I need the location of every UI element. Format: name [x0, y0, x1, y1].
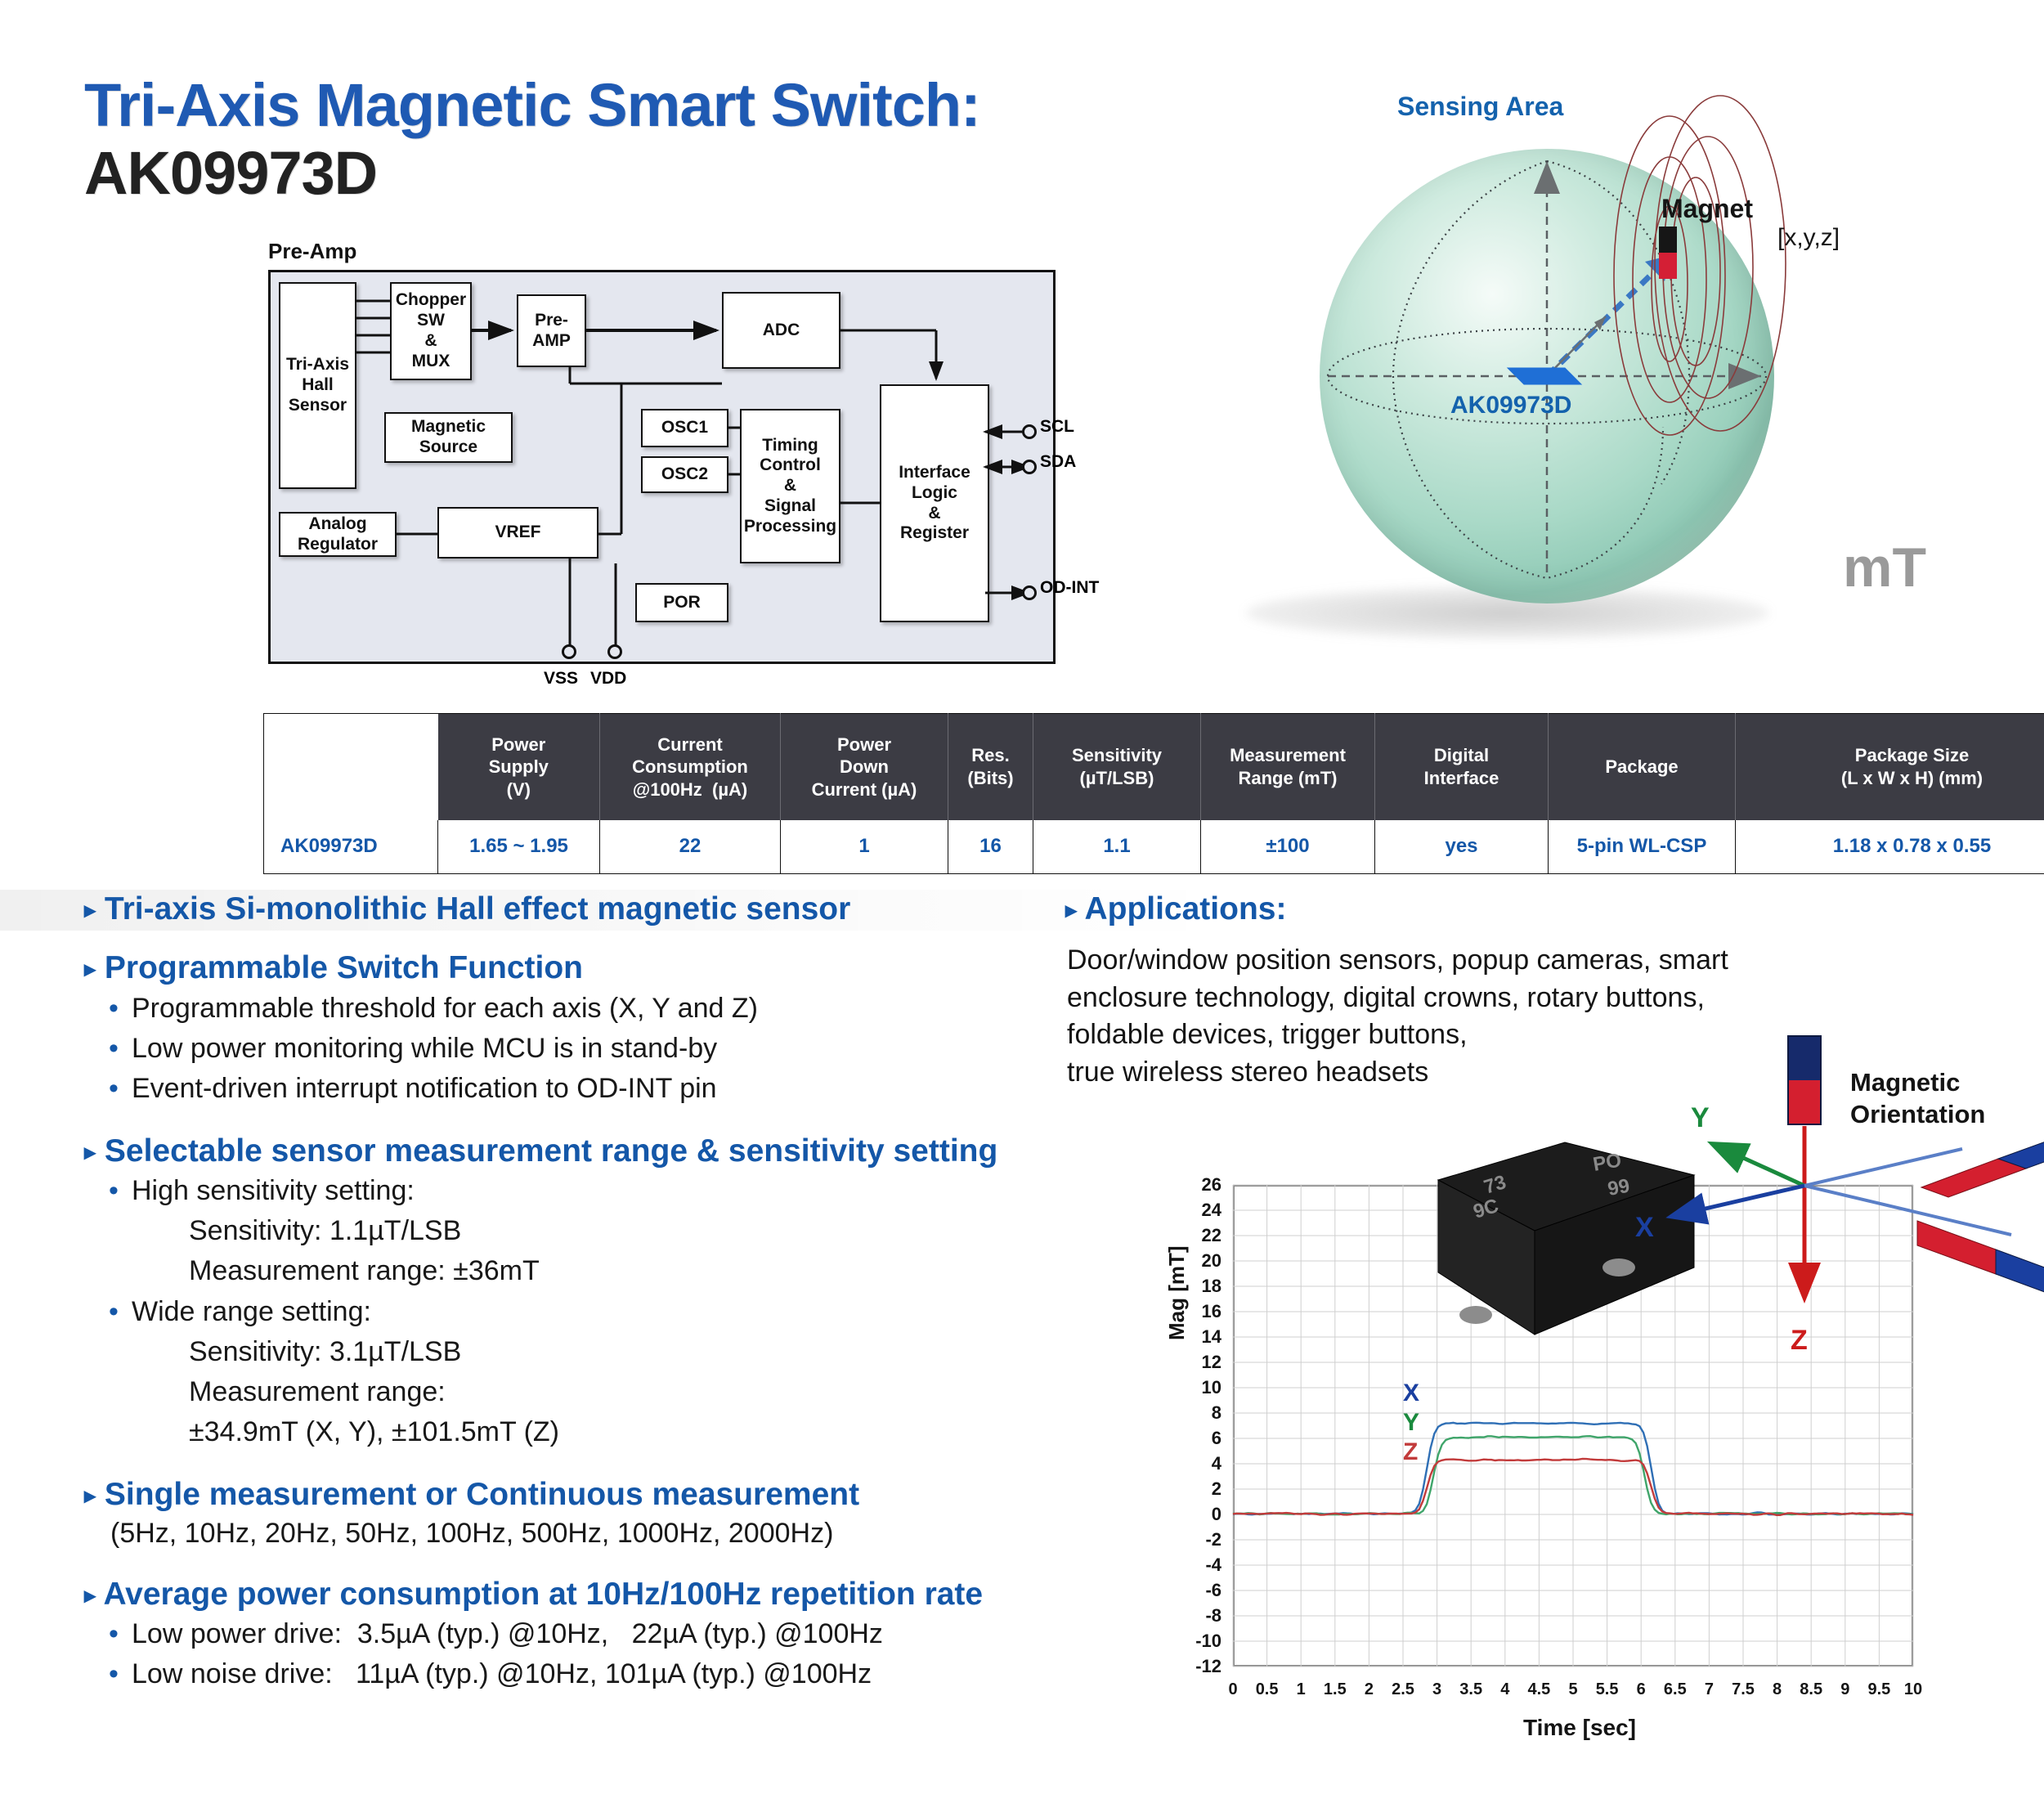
svg-text:9.5: 9.5: [1867, 1680, 1890, 1698]
svg-text:16: 16: [1202, 1301, 1221, 1321]
svg-text:3: 3: [1432, 1680, 1441, 1698]
svg-text:-10: -10: [1195, 1631, 1221, 1651]
svg-text:0: 0: [1212, 1504, 1221, 1524]
svg-text:6.5: 6.5: [1664, 1680, 1687, 1698]
svg-text:9: 9: [1840, 1680, 1849, 1698]
svg-text:5.5: 5.5: [1596, 1680, 1619, 1698]
svg-text:0.5: 0.5: [1256, 1680, 1279, 1698]
svg-text:-8: -8: [1205, 1605, 1221, 1626]
svg-text:X: X: [1635, 1212, 1654, 1243]
svg-text:10: 10: [1202, 1377, 1221, 1398]
svg-text:5: 5: [1568, 1680, 1577, 1698]
svg-text:8.5: 8.5: [1800, 1680, 1822, 1698]
svg-text:2.5: 2.5: [1392, 1680, 1414, 1698]
svg-text:22: 22: [1202, 1225, 1221, 1245]
svg-text:20: 20: [1202, 1250, 1221, 1271]
svg-text:8: 8: [1212, 1402, 1221, 1423]
svg-text:7: 7: [1705, 1680, 1714, 1698]
svg-text:26: 26: [1202, 1174, 1221, 1195]
svg-text:2: 2: [1212, 1478, 1221, 1499]
svg-text:10: 10: [1904, 1680, 1922, 1698]
svg-text:4: 4: [1212, 1453, 1222, 1474]
svg-text:0: 0: [1228, 1680, 1237, 1698]
svg-text:Z: Z: [1791, 1325, 1808, 1356]
svg-text:-12: -12: [1195, 1656, 1221, 1676]
svg-text:12: 12: [1202, 1352, 1221, 1372]
svg-text:2: 2: [1365, 1680, 1374, 1698]
svg-text:14: 14: [1202, 1326, 1222, 1347]
svg-text:-6: -6: [1205, 1580, 1221, 1600]
svg-text:8: 8: [1773, 1680, 1782, 1698]
svg-text:99: 99: [1606, 1175, 1631, 1200]
svg-text:6: 6: [1212, 1428, 1221, 1448]
svg-text:-2: -2: [1205, 1529, 1221, 1550]
svg-text:1: 1: [1297, 1680, 1306, 1698]
svg-text:4.5: 4.5: [1527, 1680, 1550, 1698]
svg-text:24: 24: [1202, 1200, 1222, 1220]
svg-text:-4: -4: [1205, 1555, 1221, 1575]
svg-text:18: 18: [1202, 1276, 1221, 1296]
svg-text:3.5: 3.5: [1459, 1680, 1482, 1698]
svg-text:1.5: 1.5: [1324, 1680, 1347, 1698]
svg-text:7.5: 7.5: [1732, 1680, 1755, 1698]
svg-text:4: 4: [1500, 1680, 1510, 1698]
svg-text:6: 6: [1637, 1680, 1646, 1698]
svg-text:Y: Y: [1691, 1102, 1710, 1133]
